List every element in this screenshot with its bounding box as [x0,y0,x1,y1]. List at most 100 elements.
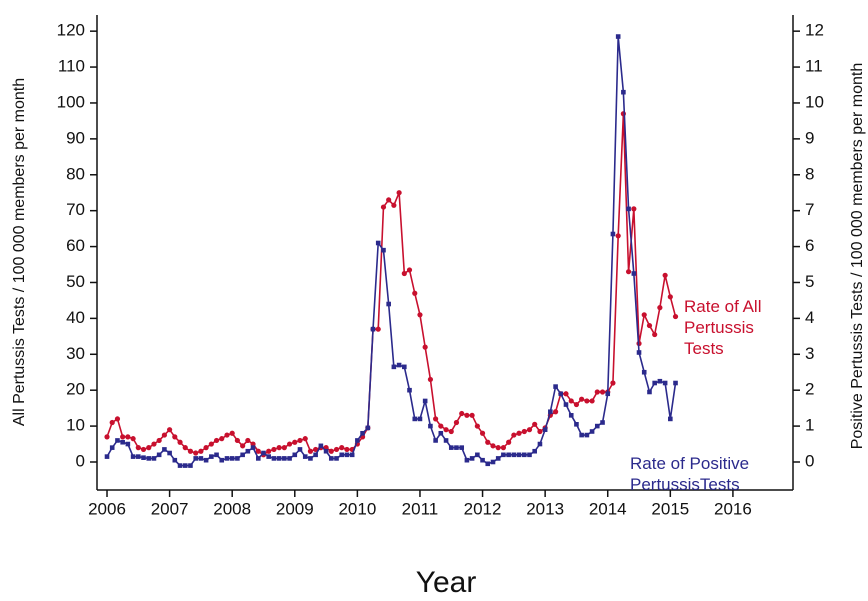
point [125,434,131,440]
point [516,430,522,436]
point [193,450,199,456]
point [391,202,397,208]
point [219,436,225,442]
point [610,231,616,237]
point [349,452,355,458]
point [172,434,178,440]
point [136,454,141,459]
point [271,456,277,461]
point [328,456,334,461]
point [626,206,631,212]
point [594,423,600,429]
point [401,270,407,277]
point [344,446,350,453]
point [599,389,606,395]
point [402,364,407,370]
point [438,430,444,436]
series-label: Rate of Positive PertussisTests [630,454,750,494]
point [584,432,590,438]
y-tick-label: 80 [66,164,85,183]
point [209,454,214,459]
point [381,247,386,253]
point [469,456,475,461]
point [511,432,517,438]
y-tick-label: 20 [66,380,85,399]
point [553,384,558,389]
point [475,452,480,458]
point [255,448,261,454]
point [365,425,371,431]
point [146,445,152,451]
point [589,398,595,404]
point [417,312,423,318]
y-tick-label: 0 [76,451,85,470]
point [474,423,480,429]
point [245,448,251,454]
point [208,441,214,447]
y2-axis-label: Positive Pertussis Tests / 100 000 membe… [849,63,866,450]
point [485,439,491,445]
point [245,437,251,444]
point [255,456,261,461]
point [673,380,678,386]
y2-tick-label: 9 [805,128,814,147]
point [302,436,308,442]
y-tick-label: 70 [66,200,85,219]
y2-tick-label: 7 [805,200,814,219]
point [646,322,653,329]
x-tick-label: 2010 [338,499,376,518]
y-tick-label: 110 [58,57,85,76]
point [469,412,475,418]
y2-tick-label: 0 [805,451,814,470]
point [156,437,162,444]
point [542,427,548,432]
point [162,447,167,452]
point [380,204,387,210]
point [172,457,178,463]
y2-tick-label: 3 [805,344,814,363]
point [506,452,511,458]
point [532,448,537,454]
point [448,428,454,435]
point [276,445,282,451]
point [386,301,391,307]
point [568,413,574,418]
point [240,452,245,458]
point [281,445,287,451]
point [240,443,246,449]
point [657,378,663,384]
point [193,456,199,461]
point [250,445,256,450]
y-tick-label: 100 [57,92,85,111]
point [579,432,584,438]
point [360,430,365,436]
point [427,376,434,383]
point [615,34,621,39]
point [600,420,605,425]
point [527,452,532,458]
point [292,452,298,458]
point [407,387,412,393]
x-tick-label: 2015 [651,499,689,518]
point [198,456,204,461]
point [151,456,157,461]
point [391,364,397,370]
point [521,428,527,435]
point [459,410,465,417]
point [662,380,668,386]
point [187,448,194,454]
point [339,445,345,451]
y2-tick-label: 2 [805,380,814,399]
y2-tick-label: 1 [805,416,814,435]
point [631,271,637,276]
point [422,398,428,404]
point [579,396,585,402]
point [235,456,240,461]
point [125,441,131,447]
point [615,233,621,239]
point [506,439,512,445]
point [167,450,172,456]
x-tick-label: 2012 [464,499,502,518]
